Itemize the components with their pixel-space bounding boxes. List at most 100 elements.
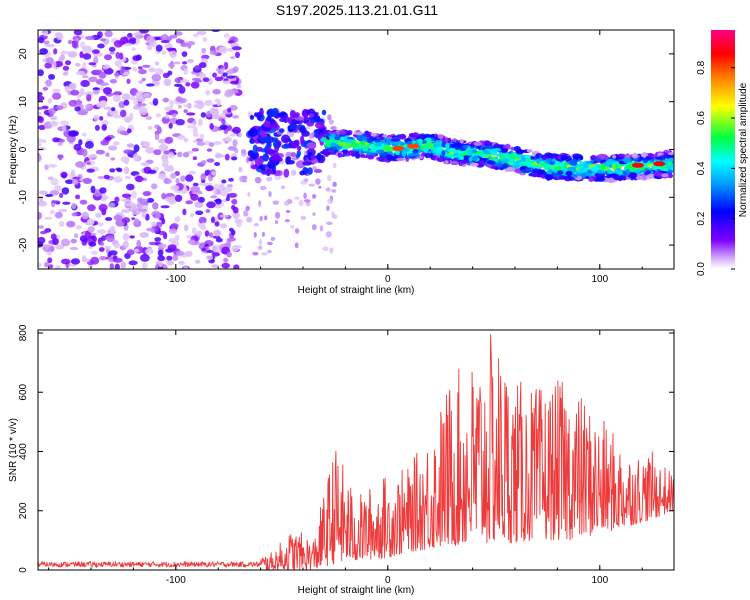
heatmap-cell — [424, 153, 431, 159]
heatmap-cell — [128, 260, 138, 266]
heatmap-cell — [249, 114, 255, 120]
heatmap-cell — [160, 205, 170, 209]
heatmap-cell — [136, 239, 141, 248]
heatmap-cell — [227, 68, 235, 75]
heatmap-cell — [289, 110, 297, 119]
heatmap-cell — [202, 37, 208, 43]
heatmap-cell — [193, 104, 201, 109]
heatmap-cell — [86, 94, 92, 102]
heatmap-cell — [367, 155, 375, 160]
x-tick-label: -100 — [166, 575, 186, 586]
heatmap-cell — [118, 126, 126, 132]
heatmap-cell — [262, 153, 270, 162]
heatmap-cell — [178, 260, 185, 265]
heatmap-cell — [172, 254, 179, 262]
heatmap-cell — [161, 218, 166, 225]
heatmap-cell — [163, 78, 172, 87]
y-tick-label: -20 — [18, 237, 29, 252]
heatmap-cell — [81, 211, 90, 220]
heatmap-cell — [93, 56, 99, 65]
heatmap-cell — [108, 145, 118, 151]
heatmap-cell — [345, 139, 354, 144]
heatmap-cell — [187, 59, 194, 63]
heatmap-cell — [254, 176, 262, 184]
heatmap-cell — [58, 208, 68, 213]
heatmap-cell — [401, 151, 407, 157]
heatmap-cell — [303, 116, 311, 123]
heatmap-cell — [285, 151, 292, 157]
heatmap-cell — [259, 215, 264, 222]
heatmap-cell — [115, 51, 121, 59]
y-tick-label: 600 — [18, 383, 29, 400]
heatmap-cell — [648, 156, 653, 160]
heatmap-cell — [558, 163, 565, 167]
heatmap-cell — [350, 142, 359, 148]
heatmap-cell — [178, 85, 186, 94]
heatmap-cell — [42, 244, 52, 248]
heatmap-cell — [154, 213, 161, 219]
heatmap-cell — [554, 165, 563, 171]
heatmap-cell — [69, 246, 79, 251]
heatmap-cell — [98, 203, 108, 212]
heatmap-cell — [186, 112, 196, 116]
heatmap-cell — [201, 160, 207, 165]
heatmap-cell — [259, 129, 268, 138]
heatmap-cell — [82, 53, 92, 60]
heatmap-cell — [198, 72, 207, 79]
heatmap-cell — [73, 233, 79, 239]
heatmap-cell — [253, 223, 259, 227]
heatmap-cell — [45, 193, 54, 198]
heatmap-cell — [129, 235, 135, 239]
heatmap-cell — [283, 168, 290, 178]
heatmap-cell — [245, 205, 250, 211]
heatmap-cell — [169, 34, 178, 39]
heatmap-cell — [166, 255, 173, 261]
heatmap-cell — [138, 107, 148, 115]
heatmap-cell — [157, 173, 167, 180]
heatmap-cell — [114, 196, 120, 203]
heatmap-cell — [133, 144, 140, 153]
heatmap-cell — [274, 211, 281, 219]
heatmap-cell — [312, 212, 316, 217]
heatmap-cell — [38, 211, 43, 220]
heatmap-cell — [281, 134, 291, 144]
y-tick-label: -10 — [18, 190, 29, 205]
heatmap-cell — [668, 157, 674, 162]
heatmap-cell — [42, 139, 47, 143]
heatmap-cell — [123, 99, 130, 106]
heatmap-cell — [214, 221, 220, 227]
heatmap-cell — [45, 57, 54, 64]
heatmap-cell — [594, 173, 600, 177]
heatmap-cell — [65, 179, 74, 184]
heatmap-cell — [89, 232, 97, 236]
heatmap-cell — [126, 143, 134, 148]
heatmap-cell — [468, 156, 473, 162]
heatmap-cell — [39, 196, 43, 202]
heatmap-cell — [228, 89, 239, 94]
heatmap-cell — [210, 195, 218, 199]
heatmap-cell — [500, 148, 505, 152]
heatmap-cell — [122, 240, 129, 249]
heatmap-cell — [585, 160, 592, 164]
heatmap-cell — [473, 155, 478, 162]
heatmap-cell — [75, 225, 83, 230]
heatmap-cell — [530, 156, 535, 160]
heatmap-cell — [54, 211, 63, 219]
spectrogram-x-label: Height of straight line (km) — [298, 285, 415, 296]
heatmap-cell — [99, 85, 105, 91]
heatmap-cell — [209, 123, 214, 130]
heatmap-cell — [423, 143, 430, 149]
heatmap-cell — [641, 175, 648, 181]
heatmap-cell — [272, 121, 278, 128]
heatmap-cell — [227, 146, 237, 151]
heatmap-cell — [141, 77, 146, 82]
heatmap-cell — [283, 201, 290, 206]
x-tick-label: 100 — [591, 575, 608, 586]
heatmap-cell — [668, 173, 673, 179]
heatmap-cell — [376, 149, 385, 154]
heatmap-cell — [190, 81, 200, 89]
heatmap-cell — [205, 209, 211, 213]
heatmap-cell — [315, 178, 321, 185]
heatmap-cell — [146, 227, 155, 232]
heatmap-cell — [50, 115, 58, 121]
